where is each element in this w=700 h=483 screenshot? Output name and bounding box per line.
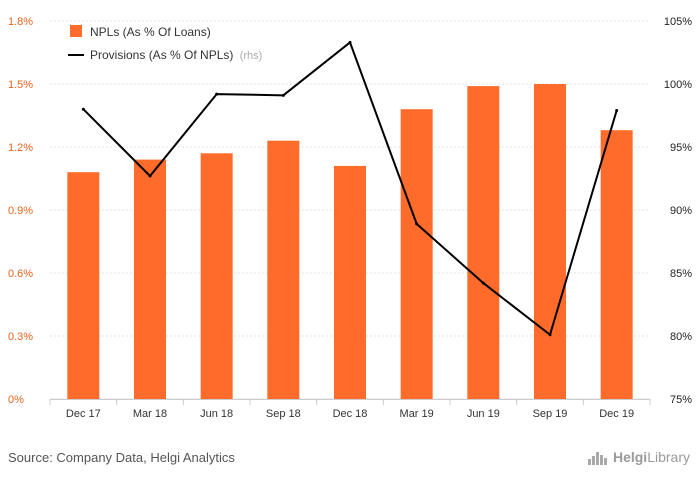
line-point[interactable] (481, 281, 485, 285)
line-point[interactable] (415, 222, 419, 226)
y-right-tick-label: 75% (670, 394, 692, 406)
legend-label-npls: NPLs (As % Of Loans) (90, 25, 211, 39)
line-point[interactable] (148, 174, 152, 178)
x-tick-label: Dec 17 (66, 408, 101, 420)
x-tick-label: Jun 18 (200, 408, 233, 420)
y-right-tick-label: 95% (670, 142, 692, 154)
line-point[interactable] (215, 92, 219, 96)
legend-note-rhs: (rhs) (240, 50, 263, 62)
y-left-tick-label: 0.9% (8, 205, 33, 217)
bar-series (67, 84, 633, 399)
bar[interactable] (267, 140, 300, 399)
svg-text:Provisions (As % Of NPLs): Provisions (As % Of NPLs) (rhs) (90, 48, 262, 62)
x-tick-label: Mar 18 (133, 408, 167, 420)
x-tick-label: Sep 19 (533, 408, 568, 420)
y-left-tick-label: 0.3% (8, 331, 33, 343)
helgi-library-logo[interactable]: HelgiLibrary (587, 447, 690, 465)
y-axis-left: 0% 0.3% 0.6% 0.9% 1.2% 1.5% 1.8% (8, 16, 33, 406)
line-point[interactable] (281, 93, 285, 97)
line-point[interactable] (348, 40, 352, 44)
bar[interactable] (534, 84, 566, 399)
logo-word-helgi: Helgi (612, 449, 648, 465)
bar[interactable] (67, 172, 100, 399)
building-icon (587, 452, 607, 465)
y-left-tick-label: 0% (8, 394, 24, 406)
line-point[interactable] (615, 108, 619, 112)
y-left-tick-label: 1.2% (8, 142, 33, 154)
bar[interactable] (134, 159, 166, 399)
y-right-tick-label: 90% (670, 205, 692, 217)
line-point[interactable] (548, 333, 552, 337)
legend[interactable]: NPLs (As % Of Loans) Provisions (As % Of… (68, 25, 262, 62)
line-series (81, 40, 619, 337)
y-right-tick-label: 80% (670, 331, 692, 343)
legend-swatch-npls (70, 25, 82, 37)
y-left-tick-label: 1.8% (8, 16, 33, 28)
logo-word-library: Library (647, 449, 690, 465)
y-right-tick-label: 100% (664, 79, 692, 91)
x-tick-label: Sep 18 (266, 408, 301, 420)
y-left-tick-label: 1.5% (8, 79, 33, 91)
bar[interactable] (467, 86, 500, 399)
y-right-tick-label: 85% (670, 268, 692, 280)
line-point[interactable] (81, 107, 85, 111)
x-tick-label: Dec 19 (599, 408, 634, 420)
bar[interactable] (334, 165, 366, 399)
bar[interactable] (600, 130, 633, 399)
bar[interactable] (400, 109, 433, 399)
legend-label-provisions: Provisions (As % Of NPLs) (90, 48, 233, 62)
x-axis: Dec 17 Mar 18 Jun 18 Sep 18 Dec 18 Mar 19 Jun … (49, 399, 651, 420)
bar[interactable] (200, 153, 233, 399)
x-tick-label: Jun 19 (467, 408, 500, 420)
y-left-tick-label: 0.6% (8, 268, 33, 280)
chart: Dec 17 Mar 18 Jun 18 Sep 18 Dec 18 Mar 19 Jun … (8, 16, 692, 420)
x-tick-label: Dec 18 (333, 408, 368, 420)
y-right-tick-label: 105% (664, 16, 692, 28)
x-tick-label: Mar 19 (400, 408, 434, 420)
source-note: Source: Company Data, Helgi Analytics (8, 450, 235, 465)
y-axis-right: 75% 80% 85% 90% 95% 100% 105% (664, 16, 692, 406)
